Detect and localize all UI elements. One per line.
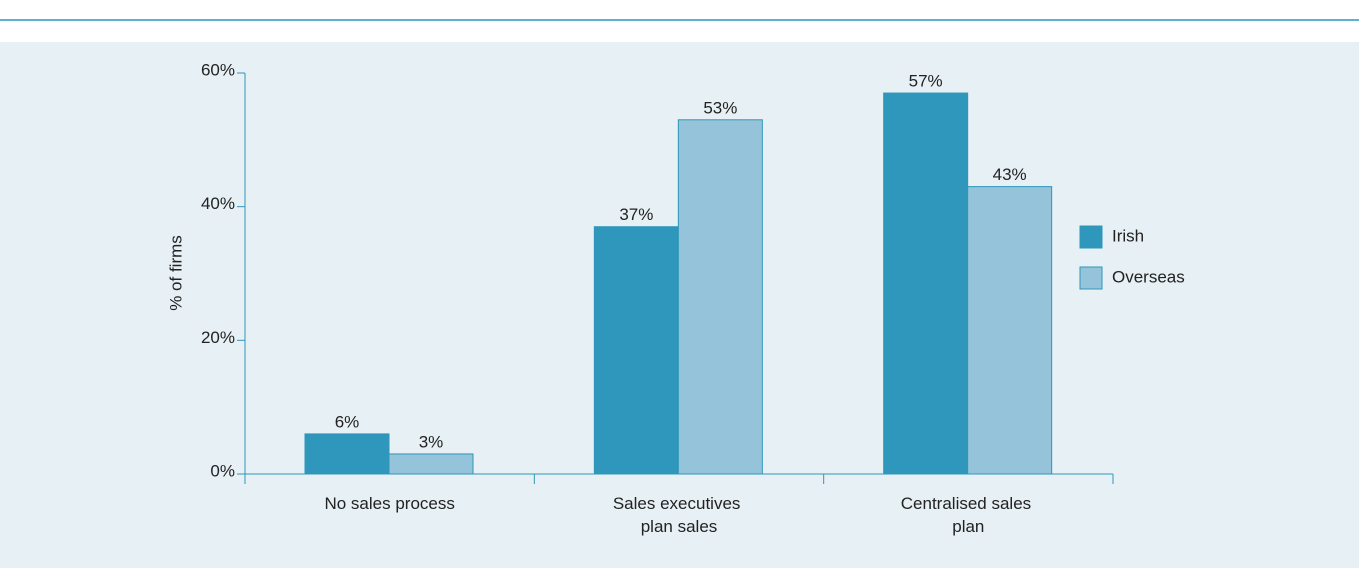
legend-label: Overseas — [1112, 267, 1185, 286]
y-tick-label: 40% — [201, 194, 235, 213]
bar — [304, 433, 390, 475]
value-label: 57% — [909, 72, 943, 91]
legend-swatch — [1079, 225, 1103, 249]
value-label: 37% — [619, 205, 653, 224]
y-tick-label: 0% — [210, 461, 235, 480]
value-label: 43% — [993, 165, 1027, 184]
y-tick-label: 60% — [201, 60, 235, 79]
y-tick-label: 20% — [201, 328, 235, 347]
value-label: 53% — [703, 98, 737, 117]
bar — [967, 186, 1053, 475]
bar — [593, 226, 679, 475]
bar — [677, 119, 763, 475]
x-tick-label: Sales executives plan sales — [613, 494, 745, 536]
legend-swatch — [1079, 266, 1103, 290]
legend-label: Irish — [1112, 226, 1144, 245]
bar — [388, 453, 474, 475]
value-label: 3% — [419, 432, 444, 451]
value-label: 6% — [335, 412, 360, 431]
x-tick-label: Centralised sales plan — [901, 494, 1036, 536]
x-tick-label: No sales process — [324, 494, 454, 513]
y-axis-label: % of firms — [166, 235, 185, 311]
bar — [883, 92, 969, 475]
